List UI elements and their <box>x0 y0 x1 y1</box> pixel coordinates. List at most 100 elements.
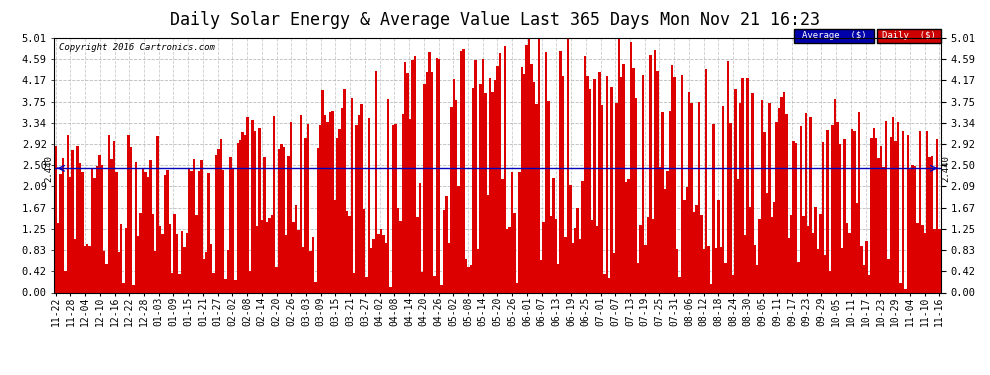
Bar <box>773 202 775 292</box>
Bar <box>758 219 761 292</box>
Bar <box>295 205 297 292</box>
Bar <box>83 246 86 292</box>
Bar <box>743 235 746 292</box>
Bar <box>168 224 171 292</box>
Bar <box>128 135 130 292</box>
Bar <box>360 104 362 292</box>
Bar <box>93 178 96 292</box>
Bar <box>142 169 145 292</box>
Bar <box>232 170 234 292</box>
Bar <box>576 208 579 292</box>
Bar <box>700 215 703 292</box>
Bar <box>775 122 778 292</box>
Bar <box>215 156 217 292</box>
Bar <box>746 78 748 292</box>
Bar <box>200 160 203 292</box>
Bar <box>613 253 615 292</box>
Bar <box>763 132 765 292</box>
Bar <box>411 60 414 292</box>
Bar <box>474 60 477 292</box>
Bar <box>586 76 588 292</box>
Bar <box>676 249 678 292</box>
Bar <box>113 141 115 292</box>
Bar <box>402 114 404 292</box>
Bar <box>88 246 91 292</box>
Bar <box>387 99 389 292</box>
Bar <box>151 214 154 292</box>
Bar <box>71 150 74 292</box>
Bar <box>673 77 676 292</box>
Bar <box>751 93 753 292</box>
Bar <box>462 50 464 292</box>
Bar <box>365 277 367 292</box>
Bar <box>270 215 273 292</box>
Bar <box>904 289 907 292</box>
Bar <box>566 38 569 292</box>
Bar <box>280 144 282 292</box>
Bar <box>110 159 113 292</box>
Bar <box>561 76 564 292</box>
Bar <box>287 156 290 292</box>
Bar <box>467 267 469 292</box>
Bar <box>593 79 596 292</box>
Bar <box>875 138 877 292</box>
Bar <box>457 186 459 292</box>
Bar <box>472 88 474 292</box>
Bar <box>892 117 894 292</box>
Bar <box>584 56 586 292</box>
Bar <box>234 280 237 292</box>
Bar <box>455 100 457 292</box>
Bar <box>536 104 538 292</box>
Bar <box>528 38 531 292</box>
Bar <box>176 234 178 292</box>
Bar <box>559 51 561 292</box>
Bar <box>74 239 76 292</box>
Bar <box>885 121 887 292</box>
Bar <box>198 171 200 292</box>
Bar <box>336 138 339 292</box>
Bar <box>382 235 384 292</box>
Bar <box>730 123 732 292</box>
Bar <box>802 216 805 292</box>
FancyBboxPatch shape <box>794 28 874 43</box>
Bar <box>924 233 926 292</box>
Bar <box>101 165 103 292</box>
Bar <box>190 171 193 292</box>
Bar <box>275 267 278 292</box>
Bar <box>446 196 447 292</box>
Bar <box>792 141 795 292</box>
Bar <box>797 262 800 292</box>
Bar <box>434 276 436 292</box>
Bar <box>203 260 205 292</box>
Bar <box>608 278 611 292</box>
Bar <box>850 129 853 292</box>
Bar <box>103 251 105 292</box>
Bar <box>581 181 584 292</box>
Bar <box>300 115 302 292</box>
Bar <box>549 216 552 292</box>
Bar <box>756 265 758 292</box>
Bar <box>544 52 547 292</box>
Bar <box>540 260 543 292</box>
Bar <box>426 72 429 292</box>
Bar <box>720 246 722 292</box>
Bar <box>263 157 265 292</box>
Bar <box>504 46 506 292</box>
Bar <box>788 238 790 292</box>
Bar <box>324 115 327 292</box>
Bar <box>934 228 936 292</box>
Bar <box>212 273 215 292</box>
Bar <box>708 246 710 292</box>
Bar <box>615 103 618 292</box>
Bar <box>181 231 183 292</box>
Bar <box>790 215 792 292</box>
Bar <box>579 239 581 292</box>
Bar <box>384 243 387 292</box>
Bar <box>683 200 686 292</box>
Bar <box>367 118 370 292</box>
Bar <box>477 249 479 292</box>
Bar <box>651 219 654 292</box>
Bar <box>217 149 220 292</box>
Bar <box>739 102 742 292</box>
Bar <box>222 170 225 292</box>
